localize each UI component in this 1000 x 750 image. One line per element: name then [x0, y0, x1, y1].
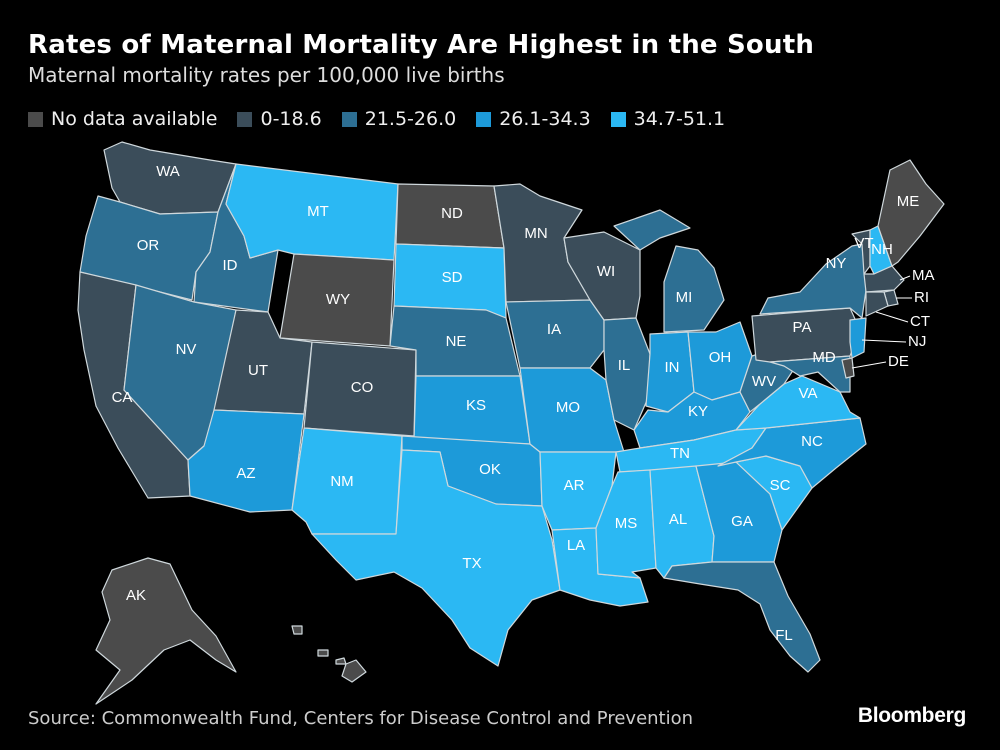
- label-wi: WI: [597, 263, 615, 280]
- label-co: CO: [351, 379, 374, 396]
- label-nc: NC: [801, 433, 823, 450]
- label-nd: ND: [441, 205, 463, 222]
- label-ma: MA: [912, 267, 935, 284]
- state-nc: [717, 417, 867, 489]
- state-me: [877, 159, 945, 267]
- label-nh: NH: [871, 241, 893, 258]
- legend-label: 34.7-51.1: [633, 108, 726, 130]
- bloomberg-logo: Bloomberg: [857, 704, 966, 727]
- legend-item-26-1-34-3: 26.1-34.3: [476, 108, 591, 130]
- label-il: IL: [618, 357, 631, 374]
- label-sc: SC: [770, 477, 791, 494]
- callout-line-de: [851, 361, 887, 369]
- label-mn: MN: [524, 225, 547, 242]
- label-wy: WY: [326, 291, 350, 308]
- legend-label: 21.5-26.0: [364, 108, 457, 130]
- label-or: OR: [137, 237, 160, 254]
- legend: No data available 0-18.6 21.5-26.0 26.1-…: [28, 108, 725, 130]
- label-az: AZ: [236, 465, 255, 482]
- label-me: ME: [897, 193, 920, 210]
- state-de: [841, 357, 855, 379]
- chart-title: Rates of Maternal Mortality Are Highest …: [28, 30, 815, 60]
- source-note: Source: Commonwealth Fund, Centers for D…: [28, 708, 694, 729]
- label-la: LA: [567, 537, 585, 554]
- legend-item-0-18-6: 0-18.6: [237, 108, 322, 130]
- label-nj: NJ: [908, 333, 926, 350]
- callout-line-nj: [861, 339, 907, 343]
- legend-item-34-7-51-1: 34.7-51.1: [610, 108, 726, 130]
- state-vt: [851, 229, 871, 275]
- label-fl: FL: [775, 627, 793, 644]
- state-ms: [595, 469, 657, 579]
- label-mt: MT: [307, 203, 329, 220]
- state-ak: [95, 557, 237, 705]
- label-mo: MO: [556, 399, 580, 416]
- legend-swatch: [237, 111, 253, 127]
- state-mo: [519, 367, 625, 453]
- label-oh: OH: [709, 349, 732, 366]
- label-ia: IA: [547, 321, 561, 338]
- label-ok: OK: [479, 461, 501, 478]
- state-ma: [863, 265, 905, 293]
- legend-item-21-5-26-0: 21.5-26.0: [341, 108, 457, 130]
- label-ga: GA: [731, 513, 753, 530]
- label-ny: NY: [826, 255, 847, 272]
- state-ct: [865, 291, 889, 317]
- label-tn: TN: [670, 445, 690, 462]
- label-tx: TX: [462, 555, 481, 572]
- state-fl: [663, 561, 821, 673]
- label-nm: NM: [330, 473, 353, 490]
- label-ar: AR: [564, 477, 585, 494]
- legend-label: No data available: [51, 108, 218, 130]
- label-sd: SD: [442, 269, 463, 286]
- label-ri: RI: [914, 289, 929, 306]
- label-ne: NE: [446, 333, 467, 350]
- label-md: MD: [812, 349, 835, 366]
- label-ct: CT: [910, 313, 930, 330]
- state-az: [187, 409, 305, 513]
- label-wa: WA: [156, 163, 180, 180]
- label-pa: PA: [793, 319, 812, 336]
- legend-label: 26.1-34.3: [499, 108, 591, 130]
- state-mi: [613, 209, 725, 333]
- label-ks: KS: [466, 397, 486, 414]
- label-in: IN: [665, 359, 680, 376]
- callout-line-ct: [875, 311, 909, 323]
- label-ms: MS: [615, 515, 638, 532]
- label-va: VA: [799, 385, 818, 402]
- legend-swatch: [28, 111, 43, 127]
- legend-label: 0-18.6: [260, 108, 322, 130]
- label-ak: AK: [126, 587, 146, 604]
- label-ky: KY: [688, 403, 708, 420]
- callout-line-ma: [899, 275, 911, 281]
- state-ny: [759, 243, 867, 319]
- label-nv: NV: [176, 341, 197, 358]
- label-de: DE: [888, 353, 909, 370]
- label-ca: CA: [112, 389, 133, 406]
- label-wv: WV: [752, 373, 776, 390]
- legend-swatch: [610, 111, 626, 127]
- label-mi: MI: [676, 289, 693, 306]
- legend-swatch: [476, 111, 492, 127]
- legend-item-no-data: No data available: [28, 108, 217, 130]
- label-id: ID: [223, 257, 238, 274]
- label-al: AL: [669, 511, 687, 528]
- state-tx: [311, 449, 561, 667]
- chart-subtitle: Maternal mortality rates per 100,000 liv…: [28, 63, 505, 87]
- state-hi: [291, 625, 367, 683]
- label-vt: VT: [854, 235, 873, 252]
- label-ut: UT: [248, 362, 268, 379]
- state-nj: [849, 317, 867, 359]
- legend-swatch: [341, 111, 357, 127]
